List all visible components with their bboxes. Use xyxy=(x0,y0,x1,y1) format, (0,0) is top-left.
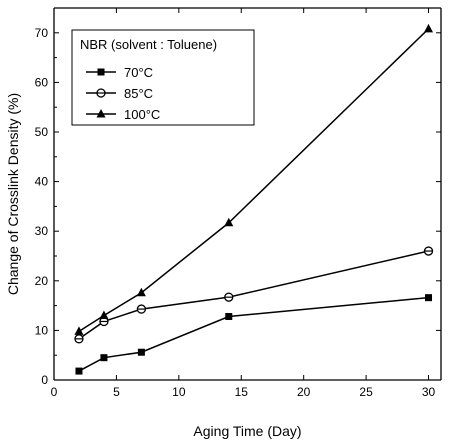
series-line xyxy=(78,296,429,372)
series-3 xyxy=(74,23,434,335)
data-point-triangle xyxy=(224,217,234,227)
x-tick-label: 15 xyxy=(235,385,249,399)
y-tick-label: 50 xyxy=(35,125,49,139)
legend-items: 70°C 85°C 100°C xyxy=(86,65,160,122)
data-point-triangle xyxy=(99,310,109,320)
x-tick-label: 0 xyxy=(51,385,58,399)
legend-marker-square xyxy=(97,68,105,76)
data-point-square xyxy=(100,354,108,362)
legend-title: NBR (solvent : Toluene) xyxy=(80,37,217,52)
data-point-circle xyxy=(74,334,84,344)
data-point-circle xyxy=(423,246,434,256)
legend-label: 70°C xyxy=(124,65,153,80)
ticks: 0 5 10 15 20 25 30 0 10 20 30 40 50 60 70 xyxy=(35,8,441,399)
data-point-square xyxy=(137,348,145,356)
series-1 xyxy=(75,294,433,375)
y-tick-label: 20 xyxy=(35,274,49,288)
y-tick-label: 30 xyxy=(35,224,49,238)
legend-item: 70°C xyxy=(86,65,153,80)
x-tick-label: 5 xyxy=(113,385,120,399)
y-tick-label: 70 xyxy=(35,26,49,40)
y-tick-label: 40 xyxy=(35,175,49,189)
y-tick-label: 10 xyxy=(35,323,49,337)
legend: NBR (solvent : Toluene) 70°C 85°C 100°C xyxy=(71,29,255,126)
y-tick-label: 0 xyxy=(41,373,48,387)
legend-marker-triangle xyxy=(96,109,106,118)
series-layer xyxy=(74,23,434,375)
data-point-circle xyxy=(136,304,147,314)
legend-label: 100°C xyxy=(124,107,160,122)
x-axis-title: Aging Time (Day) xyxy=(193,423,301,439)
data-point-square xyxy=(75,367,83,375)
x-tick-label: 30 xyxy=(422,385,436,399)
legend-item: 85°C xyxy=(86,86,153,101)
data-point-circle xyxy=(224,292,234,302)
data-point-triangle xyxy=(74,326,84,335)
data-point-triangle xyxy=(136,287,146,297)
series-line xyxy=(78,250,429,340)
legend-box xyxy=(71,29,255,126)
y-axis-title: Change of Crosslink Density (%) xyxy=(5,93,21,295)
axes xyxy=(53,7,442,381)
legend-label: 85°C xyxy=(124,86,153,101)
legend-marker-circle xyxy=(96,88,106,98)
x-tick-label: 25 xyxy=(359,385,373,399)
series-2 xyxy=(74,246,434,344)
x-tick-label: 20 xyxy=(297,385,311,399)
data-point-square xyxy=(425,294,433,302)
x-tick-label: 10 xyxy=(172,385,186,399)
data-point-square xyxy=(225,313,233,321)
legend-item: 100°C xyxy=(86,107,160,122)
data-point-triangle xyxy=(424,23,434,33)
y-tick-label: 60 xyxy=(35,75,49,89)
